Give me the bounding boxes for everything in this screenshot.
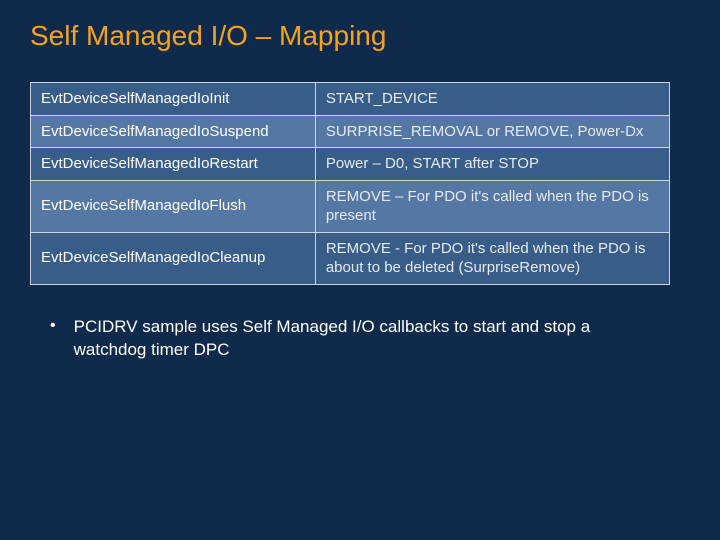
table-cell-mapping: REMOVE – For PDO it's called when the PD…	[315, 180, 669, 232]
table-cell-callback: EvtDeviceSelfManagedIoSuspend	[31, 115, 316, 148]
table-row: EvtDeviceSelfManagedIoSuspend SURPRISE_R…	[31, 115, 670, 148]
slide: Self Managed I/O – Mapping EvtDeviceSelf…	[0, 0, 720, 540]
table-cell-mapping: REMOVE - For PDO it's called when the PD…	[315, 232, 669, 284]
bullet-item: • PCIDRV sample uses Self Managed I/O ca…	[30, 315, 690, 363]
table-cell-mapping: START_DEVICE	[315, 83, 669, 116]
table-cell-callback: EvtDeviceSelfManagedIoRestart	[31, 148, 316, 181]
table-cell-mapping: SURPRISE_REMOVAL or REMOVE, Power-Dx	[315, 115, 669, 148]
table-row: EvtDeviceSelfManagedIoRestart Power – D0…	[31, 148, 670, 181]
bullet-marker: •	[50, 315, 56, 363]
slide-title: Self Managed I/O – Mapping	[30, 20, 690, 52]
table-cell-callback: EvtDeviceSelfManagedIoFlush	[31, 180, 316, 232]
bullet-text: PCIDRV sample uses Self Managed I/O call…	[74, 315, 654, 363]
table-cell-callback: EvtDeviceSelfManagedIoInit	[31, 83, 316, 116]
table-row: EvtDeviceSelfManagedIoFlush REMOVE – For…	[31, 180, 670, 232]
table-row: EvtDeviceSelfManagedIoCleanup REMOVE - F…	[31, 232, 670, 284]
table-cell-callback: EvtDeviceSelfManagedIoCleanup	[31, 232, 316, 284]
mapping-table: EvtDeviceSelfManagedIoInit START_DEVICE …	[30, 82, 670, 285]
table-cell-mapping: Power – D0, START after STOP	[315, 148, 669, 181]
table-row: EvtDeviceSelfManagedIoInit START_DEVICE	[31, 83, 670, 116]
